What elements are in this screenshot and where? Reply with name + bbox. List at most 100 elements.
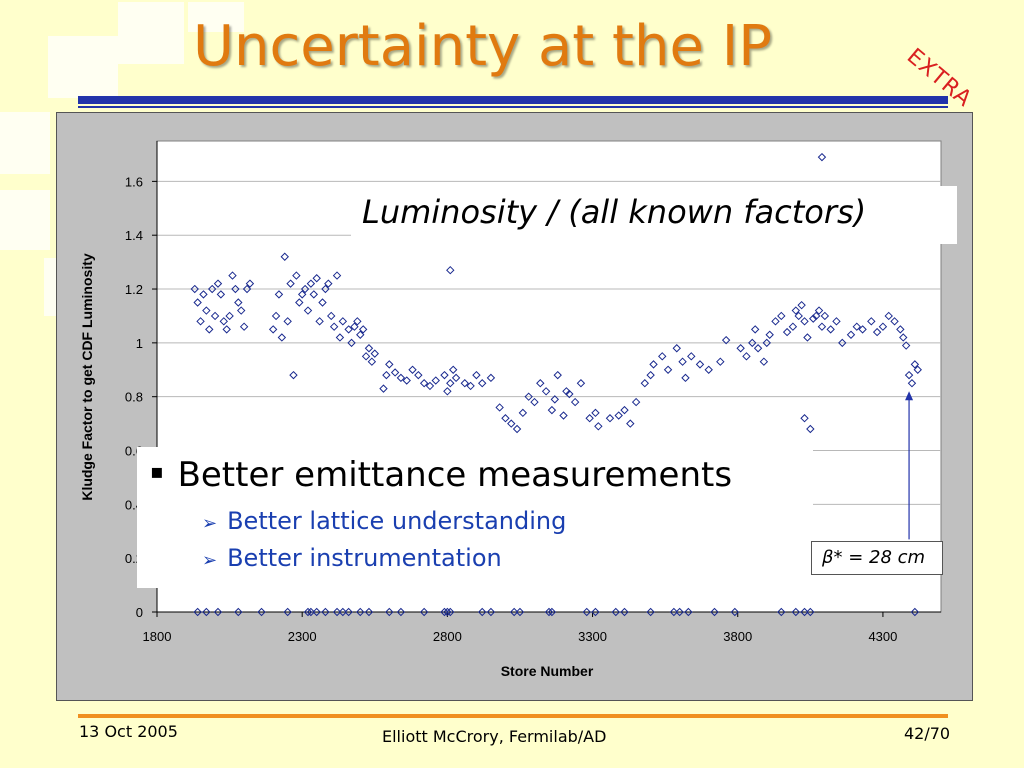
data-point [382,370,391,380]
y-tick-label: 1.2 [125,282,143,297]
slide-title: Uncertainty at the IP [193,14,773,79]
data-point [614,411,623,420]
bullet-sub-2: ➢ Better instrumentation [202,544,502,572]
data-point [239,322,249,331]
data-point [364,344,374,353]
bullet-sub-1: ➢ Better lattice understanding [202,507,566,535]
background-square [188,2,244,32]
data-point [710,607,719,617]
data-point [350,322,359,331]
data-point [509,607,519,617]
data-point [222,325,231,334]
data-point [344,325,353,334]
data-point [205,325,214,334]
data-point [672,344,681,353]
footer-rule [78,714,948,718]
data-point [268,325,278,334]
data-point [338,607,348,617]
data-point [913,365,922,374]
data-point [852,322,861,331]
data-point [791,306,801,315]
data-point [570,397,580,407]
data-point [202,306,211,315]
data-point [695,360,705,369]
data-point [867,317,876,326]
data-point [541,387,551,396]
data-point [771,317,780,326]
data-point [202,607,211,617]
data-point [620,607,629,617]
data-point [361,352,371,361]
data-point [283,317,292,326]
data-point [451,373,461,383]
data-point [228,271,237,280]
data-point [782,327,792,337]
data-point [820,311,830,321]
data-point [419,607,429,617]
data-point [591,607,600,617]
data-point [736,344,745,353]
background-square [0,112,50,174]
data-point [385,607,394,617]
data-point [486,607,496,617]
data-point [466,381,475,391]
data-point [797,300,806,310]
data-point [242,284,252,294]
data-point [419,379,429,388]
data-point [547,405,557,415]
beta-annotation-text: β* = 28 cm [822,547,926,568]
data-point [910,360,920,369]
data-point [344,607,353,617]
data-point [576,379,586,388]
data-point [245,279,255,288]
data-point [544,607,554,617]
data-point [678,357,687,366]
y-tick-label: 1 [136,336,143,351]
data-point [791,607,801,617]
data-point [658,352,667,361]
data-point [286,279,295,288]
data-point [591,408,600,418]
data-point [814,306,824,315]
data-point [321,284,330,294]
data-point [446,265,455,275]
data-point [329,322,339,331]
data-point [907,379,917,388]
data-point [838,338,847,348]
data-point [704,365,713,374]
data-point [742,352,751,361]
data-point [446,607,455,617]
data-point [335,333,345,342]
data-point [559,411,568,420]
data-point [547,607,557,617]
data-point [890,317,899,326]
data-point [306,607,316,617]
bullet-box [137,447,813,588]
data-point [800,607,809,617]
data-point [626,419,635,428]
data-point [332,607,342,617]
data-point [237,306,246,315]
data-point [271,311,281,321]
data-point [289,370,298,380]
data-point [356,330,365,339]
data-point [367,357,377,366]
data-point [846,330,856,339]
data-point [762,338,771,348]
data-point [524,392,533,401]
data-point [207,284,217,294]
data-point [495,403,504,412]
data-point [759,357,769,366]
data-point [646,607,655,617]
data-point [507,419,516,428]
data-point [803,333,812,342]
data-point [486,373,496,383]
y-tick-label: 0.8 [125,390,143,405]
data-point [402,376,411,385]
data-point [794,311,803,321]
data-point [518,408,528,418]
data-point [277,333,287,342]
data-point [817,152,827,162]
data-point [390,368,400,377]
